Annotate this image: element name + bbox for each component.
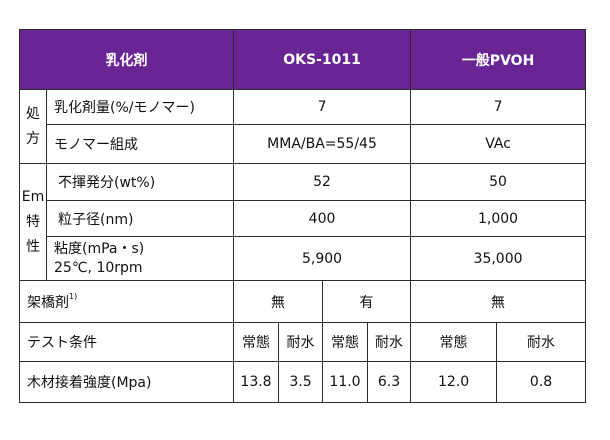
label-viscosity: 粘度(mPa・s) 25℃, 10rpm xyxy=(46,236,234,281)
oks-nonvolatile: 52 xyxy=(232,163,412,201)
row-nonvolatile: Em 特 性 不揮発分(wt%) 52 50 xyxy=(19,163,587,281)
oks-crosslinker-a: 無 xyxy=(233,280,323,323)
oks-monomer-composition: MMA/BA=55/45 xyxy=(232,124,412,164)
row-particle-size: 粒子径(nm) 400 1,000 xyxy=(20,200,587,237)
header-row: 乳化剤 OKS-1011 一般PVOH xyxy=(19,29,587,90)
pvoh-viscosity: 35,000 xyxy=(410,236,587,281)
cond-pvoh-normal: 常態 xyxy=(410,322,498,362)
row-monomer-composition: モノマー組成 MMA/BA=55/45 VAc xyxy=(20,124,587,164)
group-formulation: 処 方 xyxy=(19,89,47,164)
bond-value-5: 12.0 xyxy=(410,361,498,403)
label-particle-size: 粒子径(nm) xyxy=(46,200,234,237)
cond-oks-water-2: 耐水 xyxy=(366,322,412,362)
comparison-table: 乳化剤 OKS-1011 一般PVOH 処 方 乳化剤量(%/モノマー) 7 7… xyxy=(19,29,587,403)
pvoh-nonvolatile: 50 xyxy=(410,163,587,201)
oks-emulsifier-amount: 7 xyxy=(232,89,412,125)
group-emulsion-properties: Em 特 性 xyxy=(19,163,47,281)
label-monomer-composition: モノマー組成 xyxy=(46,124,234,164)
bond-value-2: 3.5 xyxy=(278,361,323,403)
header-oks-1011: OKS-1011 xyxy=(232,29,412,90)
bond-value-4: 6.3 xyxy=(366,361,412,403)
oks-viscosity: 5,900 xyxy=(232,236,412,281)
row-crosslinker: 架橋剤1) 無 有 無 xyxy=(19,280,587,323)
label-bond-strength: 木材接着強度(Mpa) xyxy=(19,361,234,403)
pvoh-particle-size: 1,000 xyxy=(410,200,587,237)
label-crosslinker: 架橋剤1) xyxy=(19,280,234,323)
row-test-conditions: テスト条件 常態 耐水 常態 耐水 常態 耐水 xyxy=(19,322,587,362)
row-bond-strength: 木材接着強度(Mpa) 13.8 3.5 11.0 6.3 12.0 0.8 xyxy=(19,361,587,403)
cond-oks-normal: 常態 xyxy=(233,322,279,362)
bond-value-3: 11.0 xyxy=(322,361,368,403)
oks-particle-size: 400 xyxy=(232,200,412,237)
header-emulsifier: 乳化剤 xyxy=(19,29,234,90)
cond-oks-water: 耐水 xyxy=(278,322,323,362)
bond-value-6: 0.8 xyxy=(496,361,587,403)
row-emulsifier-amount: 処 方 乳化剤量(%/モノマー) 7 7 xyxy=(19,89,587,164)
label-emulsifier-amount: 乳化剤量(%/モノマー) xyxy=(46,89,234,125)
pvoh-emulsifier-amount: 7 xyxy=(410,89,587,125)
pvoh-crosslinker: 無 xyxy=(410,280,587,323)
label-test-conditions: テスト条件 xyxy=(19,322,234,362)
bond-value-1: 13.8 xyxy=(233,361,279,403)
cond-oks-normal-2: 常態 xyxy=(322,322,368,362)
header-general-pvoh: 一般PVOH xyxy=(410,29,587,90)
label-nonvolatile: 不揮発分(wt%) xyxy=(46,163,234,201)
pvoh-monomer-composition: VAc xyxy=(410,124,587,164)
oks-crosslinker-b: 有 xyxy=(321,280,412,323)
cond-pvoh-water: 耐水 xyxy=(496,322,587,362)
footnote-marker: 1) xyxy=(69,291,78,301)
row-viscosity: 粘度(mPa・s) 25℃, 10rpm 5,900 35,000 xyxy=(20,236,587,281)
